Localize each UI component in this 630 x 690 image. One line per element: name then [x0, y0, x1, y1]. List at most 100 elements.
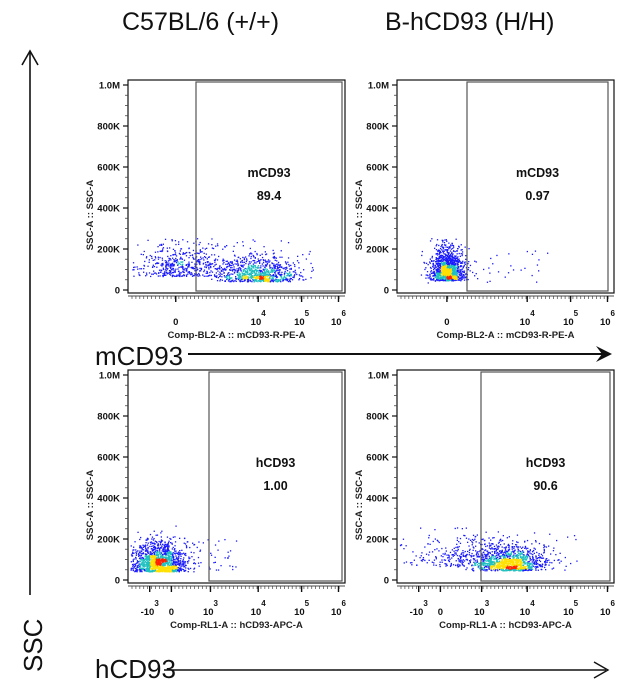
event-dot [145, 558, 147, 560]
event-dot [258, 270, 260, 272]
event-dot [451, 277, 454, 279]
event-dot [143, 562, 145, 564]
event-dot [472, 569, 474, 571]
event-dot [243, 261, 245, 263]
event-dot [209, 263, 211, 265]
event-dot [437, 268, 440, 270]
event-dot [485, 558, 487, 560]
event-dot [249, 270, 251, 272]
event-dot [148, 567, 150, 569]
event-dot [199, 258, 201, 261]
event-dot [451, 264, 453, 266]
event-dot [474, 260, 476, 262]
hcd93-arrow-label: hCD93 [95, 654, 176, 684]
event-dot [245, 276, 247, 279]
event-dot [233, 280, 235, 283]
event-dot [452, 268, 455, 270]
event-dot [436, 273, 438, 275]
event-dot [165, 560, 167, 562]
event-dot [530, 553, 532, 555]
event-dot [142, 557, 145, 560]
x-tick-label: 104 [520, 309, 536, 328]
event-dot [446, 246, 449, 248]
event-dot [435, 258, 437, 260]
x-tick-label: 104 [251, 599, 267, 618]
event-dot [261, 271, 264, 273]
event-dot [167, 567, 169, 569]
event-dot [456, 253, 458, 255]
event-dot [456, 260, 459, 263]
event-dot [168, 270, 171, 272]
event-dot [161, 568, 163, 570]
event-dot [176, 565, 178, 567]
event-dot [207, 256, 210, 258]
event-dot [257, 273, 259, 275]
event-dot [166, 557, 168, 559]
event-dot [511, 556, 513, 558]
event-dot [443, 271, 446, 273]
event-dot [447, 274, 450, 277]
event-dot [443, 267, 445, 269]
event-dot [445, 276, 447, 278]
event-dot [167, 255, 169, 258]
event-dot [194, 263, 196, 265]
event-dot [471, 544, 473, 546]
event-dot [154, 569, 157, 571]
event-dot [174, 250, 176, 252]
event-dot [456, 250, 458, 252]
event-dot [265, 253, 268, 255]
event-dot [182, 269, 184, 271]
event-dot [453, 278, 456, 280]
event-dot [435, 275, 437, 277]
event-dot [447, 252, 449, 254]
hcd93-arrow-head [593, 661, 610, 679]
event-dot [133, 563, 135, 565]
event-dot [167, 560, 169, 562]
event-dot [433, 275, 435, 277]
event-dot [285, 262, 287, 264]
event-dot [486, 570, 488, 572]
event-dot [449, 270, 451, 272]
event-dot [277, 279, 279, 281]
event-dot [160, 250, 162, 252]
event-dot [151, 561, 153, 563]
event-dot [193, 568, 195, 570]
event-dot [280, 276, 282, 278]
event-dot [139, 563, 141, 565]
event-dot [169, 563, 172, 565]
event-dot [151, 536, 154, 538]
event-dot [231, 262, 234, 264]
event-dot [211, 247, 214, 249]
event-dot [143, 271, 145, 273]
event-dot [455, 276, 457, 278]
event-dot [167, 562, 169, 565]
event-dot [454, 271, 456, 274]
event-dot [184, 252, 187, 254]
y-tick-label: 400K [366, 204, 389, 215]
event-dot [272, 256, 274, 259]
event-dot [440, 259, 442, 261]
event-dot [462, 561, 464, 563]
event-dot [246, 259, 248, 261]
event-dot [436, 254, 439, 256]
event-dot [450, 255, 452, 257]
event-dot [172, 257, 174, 259]
event-dot [458, 246, 460, 248]
event-dot [163, 551, 166, 553]
event-dot [132, 262, 135, 264]
event-dot [233, 268, 235, 270]
event-dot [481, 568, 483, 571]
event-dot [168, 257, 170, 259]
event-dot [222, 260, 224, 262]
event-dot [191, 267, 193, 270]
event-dot [518, 570, 520, 572]
event-dot [230, 281, 232, 283]
event-dot [138, 569, 141, 571]
event-dot [181, 560, 183, 562]
event-dot [157, 275, 159, 277]
event-dot [135, 565, 137, 567]
event-dot [523, 560, 525, 562]
event-dot [254, 272, 256, 274]
event-dot [271, 277, 273, 279]
event-dot [157, 554, 159, 556]
